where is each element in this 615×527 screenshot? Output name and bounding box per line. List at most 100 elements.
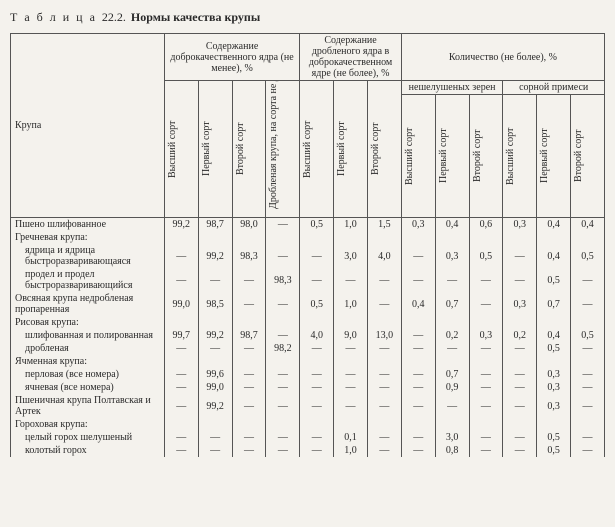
cell: —	[401, 394, 435, 418]
row-label: дробленая	[11, 342, 165, 355]
caption-number: 22.2.	[102, 10, 126, 24]
cell	[334, 355, 368, 368]
cell: 0,5	[469, 244, 503, 268]
cell: 99,6	[198, 368, 232, 381]
cell	[300, 355, 334, 368]
cell	[401, 231, 435, 244]
cell: —	[571, 431, 605, 444]
cell: 0,3	[537, 368, 571, 381]
cell: —	[571, 381, 605, 394]
cell: 0,4	[537, 218, 571, 232]
table-caption: Т а б л и ц а 22.2. Нормы качества крупы	[10, 10, 605, 25]
cell: —	[164, 368, 198, 381]
cell: —	[232, 368, 266, 381]
group-good-kernel: Содержание доброкачественного ядра (не м…	[164, 34, 299, 81]
caption-word: Т а б л и ц а	[10, 10, 97, 24]
cell	[232, 231, 266, 244]
cell: —	[300, 244, 334, 268]
cell	[469, 316, 503, 329]
cell	[469, 231, 503, 244]
cell	[198, 316, 232, 329]
cell	[334, 316, 368, 329]
cell: —	[503, 381, 537, 394]
caption-text: Нормы качества крупы	[131, 10, 260, 24]
cell	[503, 418, 537, 431]
table-row: целый горох шелушеный—————0,1——3,0——0,5—	[11, 431, 605, 444]
table-row: перловая (все номера)—99,6——————0,7——0,3…	[11, 368, 605, 381]
cell: —	[435, 394, 469, 418]
cell: 0,2	[435, 329, 469, 342]
cell: 0,4	[571, 218, 605, 232]
cell	[232, 355, 266, 368]
cell	[300, 231, 334, 244]
cell	[367, 231, 401, 244]
cell: 0,5	[537, 444, 571, 457]
cell	[367, 316, 401, 329]
cell: —	[266, 368, 300, 381]
cell: 0,7	[435, 368, 469, 381]
cell: 0,4	[537, 244, 571, 268]
cell: —	[503, 444, 537, 457]
row-label: Пшеничная крупа Полтавская и Артек	[11, 394, 165, 418]
cell	[537, 231, 571, 244]
cell: —	[232, 342, 266, 355]
cell: —	[266, 431, 300, 444]
table-row: Рисовая крупа:	[11, 316, 605, 329]
cell	[198, 418, 232, 431]
cell: 1,0	[334, 444, 368, 457]
cell	[503, 316, 537, 329]
cell: —	[232, 268, 266, 292]
quality-table: Крупа Содержание доброкачественного ядра…	[10, 33, 605, 457]
cell	[503, 355, 537, 368]
cell	[266, 231, 300, 244]
cell	[266, 418, 300, 431]
cell: —	[266, 218, 300, 232]
cell: 98,0	[232, 218, 266, 232]
cell	[164, 355, 198, 368]
cell	[367, 355, 401, 368]
cell	[401, 418, 435, 431]
cell	[503, 231, 537, 244]
cell: —	[367, 268, 401, 292]
row-label: Гороховая крупа:	[11, 418, 165, 431]
cell: —	[571, 268, 605, 292]
col-g3a-high: Высший сорт	[401, 95, 435, 218]
cell: 0,7	[435, 292, 469, 316]
cell	[571, 355, 605, 368]
col-krupa: Крупа	[11, 34, 165, 218]
cell: 0,8	[435, 444, 469, 457]
cell: 0,5	[537, 268, 571, 292]
cell: 99,2	[164, 218, 198, 232]
cell: 99,2	[198, 244, 232, 268]
cell: —	[401, 342, 435, 355]
cell: 0,7	[537, 292, 571, 316]
cell: —	[469, 368, 503, 381]
cell: —	[198, 431, 232, 444]
cell: —	[266, 394, 300, 418]
cell: 0,3	[469, 329, 503, 342]
cell	[164, 231, 198, 244]
cell	[469, 418, 503, 431]
cell	[232, 316, 266, 329]
cell: 0,5	[300, 218, 334, 232]
cell	[537, 316, 571, 329]
cell: —	[367, 368, 401, 381]
cell: 99,0	[198, 381, 232, 394]
cell: —	[469, 268, 503, 292]
cell: 3,0	[435, 431, 469, 444]
cell: —	[367, 381, 401, 394]
cell: 98,7	[232, 329, 266, 342]
cell: —	[300, 444, 334, 457]
cell	[571, 316, 605, 329]
table-row: дробленая———98,2———————0,5—	[11, 342, 605, 355]
col-g2-second: Второй сорт	[367, 81, 401, 218]
row-label: шлифованная и полированная	[11, 329, 165, 342]
col-g2-first: Первый сорт	[334, 81, 368, 218]
cell: —	[401, 268, 435, 292]
cell: 0,1	[334, 431, 368, 444]
cell: —	[266, 244, 300, 268]
cell: —	[300, 394, 334, 418]
cell: —	[266, 444, 300, 457]
cell: 0,5	[571, 244, 605, 268]
table-row: Пшено шлифованное99,298,798,0—0,51,01,50…	[11, 218, 605, 232]
